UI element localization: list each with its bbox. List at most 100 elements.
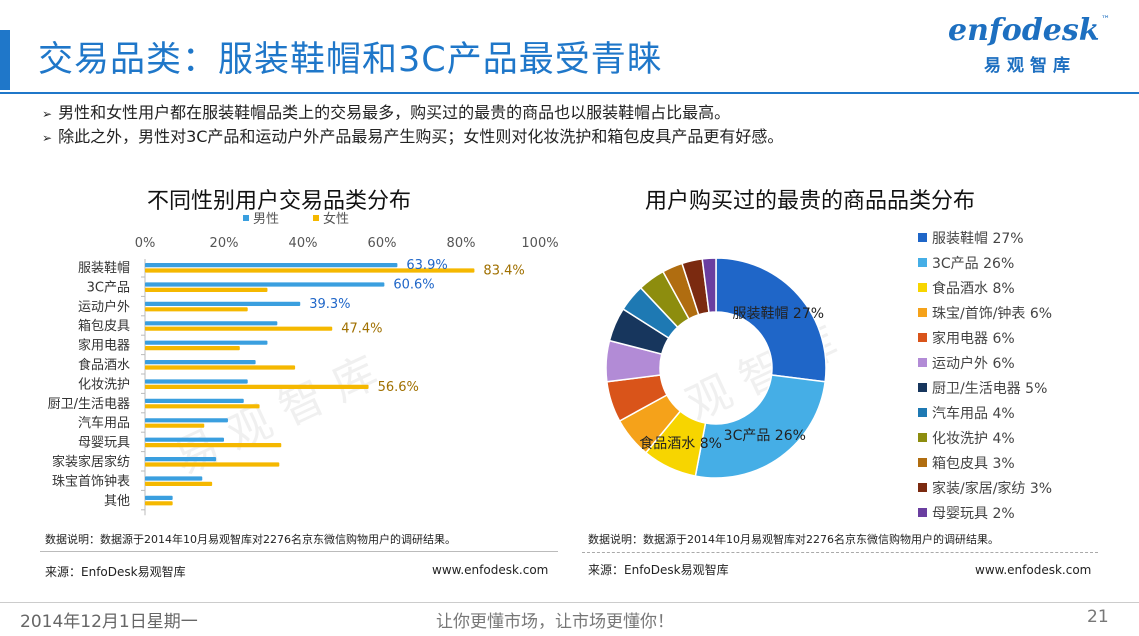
legend-label: 家装/家居/家纺 3% (932, 481, 1053, 497)
legend-label: 母婴玩具 2% (932, 506, 1015, 522)
data-label: 60.6% (393, 277, 434, 292)
legend-label: 珠宝/首饰/钟表 6% (932, 306, 1053, 322)
source-text: 来源：EnfoDesk易观智库 (588, 563, 729, 577)
x-tick-label: 100% (521, 236, 558, 251)
slice-label: 3C产品 26% (724, 428, 806, 444)
arrow-bullet-icon: ➢ (42, 131, 53, 145)
donut-slice (694, 374, 826, 479)
legend-swatch (918, 333, 927, 342)
slice-label: 食品酒水 8% (639, 435, 722, 452)
arrow-bullet-icon: ➢ (42, 107, 53, 121)
legend-item: 珠宝/首饰/钟表 6% (918, 303, 1052, 323)
category-label: 厨卫/生活电器 (48, 397, 130, 412)
legend-item: 家用电器 6% (918, 328, 1015, 348)
x-tick-label: 80% (447, 236, 476, 251)
legend-label: 家用电器 6% (932, 331, 1015, 347)
footer-slogan: 让你更懂市场，让市场更懂你！ (436, 612, 674, 632)
legend-item: 母婴玩具 2% (918, 503, 1015, 523)
data-label: 47.4% (341, 322, 382, 337)
page-title: 交易品类：服装鞋帽和3C产品最受青睐 (38, 40, 663, 80)
title-divider (0, 92, 1139, 94)
enfodesk-logo: enfodesk ™ 易观智库 (948, 13, 1118, 83)
gender-category-bar-chart: 男性 女性 0% 20% 40% 60% 80% 100% 服装鞋帽 3C产品运动户外箱包皮具家用… (48, 211, 559, 516)
male-bar (145, 263, 398, 268)
category-label: 箱包皮具 (78, 318, 130, 334)
footer-date: 2014年12月1日星期一 (20, 612, 198, 632)
male-bar (145, 340, 268, 345)
legend-label: 女性 (323, 211, 349, 227)
data-note: 数据说明：数据源于2014年10月易观智库对2276名京东微信购物用户的调研结果… (45, 533, 456, 546)
title-accent-bar (0, 30, 10, 90)
data-note: 数据说明：数据源于2014年10月易观智库对2276名京东微信购物用户的调研结果… (588, 533, 999, 546)
female-bar (145, 404, 260, 409)
source-url[interactable]: www.enfodesk.com (432, 563, 549, 577)
legend-swatch (918, 358, 927, 367)
female-bar (145, 481, 213, 486)
pie-chart-title: 用户购买过的最贵的商品品类分布 (645, 189, 976, 214)
legend-item: 服装鞋帽 27% (918, 228, 1024, 248)
category-label: 珠宝首饰钟表 (52, 473, 130, 489)
male-bar (145, 321, 278, 326)
category-label: 食品酒水 (78, 357, 130, 373)
legend-swatch (918, 308, 927, 317)
data-label: 56.6% (378, 380, 419, 395)
male-bar (145, 495, 173, 500)
bar-legend: 男性 女性 (243, 211, 349, 227)
male-bar (145, 282, 385, 287)
female-bar (145, 268, 475, 273)
legend-item: 厨卫/生活电器 5% (918, 378, 1047, 398)
female-bar (145, 423, 205, 428)
male-bar (145, 418, 228, 423)
bullet-point: ➢ 男性和女性用户都在服装鞋帽品类上的交易最多，购买过的最贵的商品也以服装鞋帽占比… (42, 99, 730, 123)
logo-wordmark: enfodesk (948, 13, 1100, 48)
female-bar (145, 443, 282, 448)
bullet-text: 除此之外，男性对3C产品和运动户外产品最易产生购买；女性则对化妆洗护和箱包皮具产… (58, 127, 784, 146)
female-bar (145, 326, 333, 331)
data-label: 63.9% (406, 258, 447, 273)
male-bar (145, 379, 248, 384)
category-label: 服装鞋帽 (78, 260, 130, 276)
female-bar (145, 346, 240, 351)
legend-label: 服装鞋帽 27% (932, 231, 1024, 247)
female-bar (145, 307, 248, 312)
category-label: 化妆洗护 (78, 377, 130, 392)
logo-chinese-name: 易观智库 (984, 56, 1076, 76)
female-bar (145, 462, 280, 467)
source-text: 来源：EnfoDesk易观智库 (45, 565, 186, 579)
legend-item: 运动户外 6% (918, 353, 1015, 373)
legend-swatch (918, 258, 927, 267)
legend-swatch-female (313, 215, 319, 221)
source-url[interactable]: www.enfodesk.com (975, 563, 1092, 577)
category-label: 3C产品 (87, 280, 130, 295)
legend-swatch-male (243, 215, 249, 221)
x-tick-label: 20% (210, 236, 239, 251)
legend-label: 3C产品 26% (932, 256, 1015, 272)
legend-label: 箱包皮具 3% (932, 456, 1015, 472)
legend-swatch (918, 508, 927, 517)
legend-item: 箱包皮具 3% (918, 453, 1015, 473)
category-label: 母婴玩具 (78, 436, 130, 451)
legend-label: 男性 (253, 212, 279, 227)
male-bar (145, 301, 301, 306)
category-label: 其他 (104, 494, 130, 509)
male-bar (145, 476, 203, 481)
male-bar (145, 437, 224, 442)
legend-item: 食品酒水 8% (918, 278, 1015, 298)
bar-chart-title: 不同性别用户交易品类分布 (147, 189, 412, 214)
legend-swatch (918, 383, 927, 392)
page-number: 21 (1087, 607, 1109, 627)
category-label: 运动户外 (78, 299, 130, 315)
legend-item: 3C产品 26% (918, 253, 1014, 273)
legend-item: 汽车用品 4% (918, 403, 1015, 423)
female-bar (145, 365, 296, 370)
legend-swatch (918, 458, 927, 467)
note-divider (40, 551, 558, 552)
female-bar (145, 501, 173, 506)
logo-trademark: ™ (1101, 15, 1110, 25)
bullet-point: ➢ 除此之外，男性对3C产品和运动户外产品最易产生购买；女性则对化妆洗护和箱包皮具… (42, 123, 783, 147)
legend-swatch (918, 483, 927, 492)
category-label: 汽车用品 (78, 415, 130, 431)
legend-label: 化妆洗护 4% (932, 431, 1015, 447)
slice-label: 服装鞋帽 27% (732, 306, 824, 322)
expensive-item-donut-chart: 服装鞋帽 27% 3C产品 26%食品酒水 8% (605, 257, 827, 479)
